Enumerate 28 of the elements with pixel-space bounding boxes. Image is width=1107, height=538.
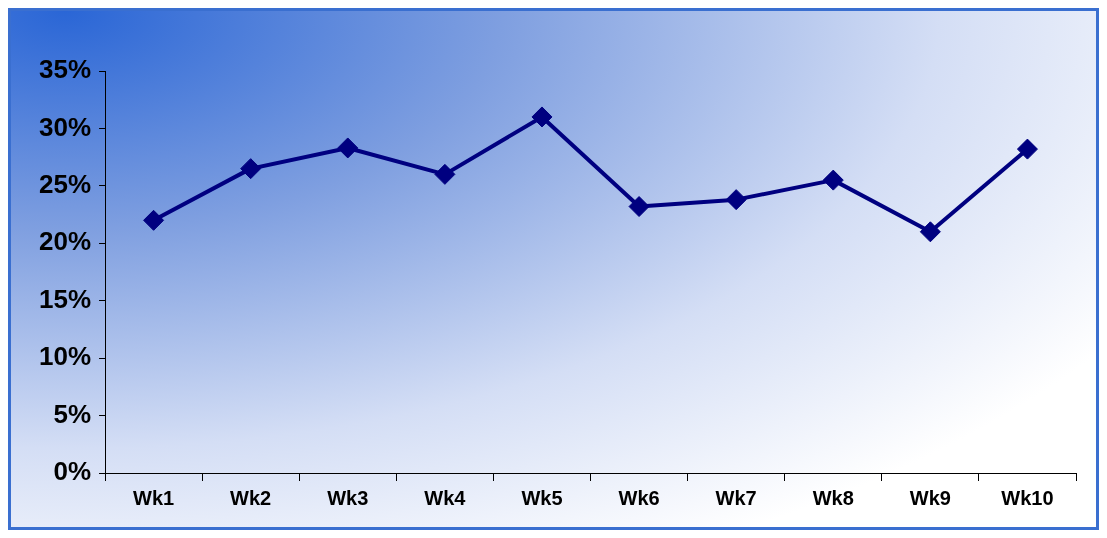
y-tick-label: 25%: [38, 169, 92, 200]
point: [628, 196, 650, 218]
x-tick-label: Wk5: [521, 486, 563, 509]
x-tick-label: Wk10: [1001, 486, 1054, 509]
x-tick-label: Wk7: [715, 486, 757, 509]
x-tick-label: Wk9: [909, 486, 951, 509]
x-tick-label: Wk2: [230, 486, 272, 509]
y-tick-label: 10%: [38, 341, 92, 372]
x-tick-label: Wk6: [618, 486, 660, 509]
point: [531, 106, 553, 128]
point: [919, 221, 941, 243]
x-tick-label: Wk3: [327, 486, 369, 509]
point: [434, 163, 456, 185]
y-tick-label: 35%: [38, 54, 92, 85]
point: [337, 137, 359, 159]
y-tick-label: 0%: [53, 456, 92, 487]
point: [822, 169, 844, 191]
x-tick-label: Wk1: [133, 486, 175, 509]
point: [143, 209, 165, 231]
y-tick-label: 5%: [53, 398, 92, 429]
point: [1016, 138, 1038, 160]
point: [725, 189, 747, 211]
x-tick-label: Wk4: [424, 486, 467, 509]
x-tick-label: Wk8: [812, 486, 854, 509]
y-tick-label: 20%: [38, 226, 92, 257]
point: [240, 158, 262, 180]
y-tick-label: 15%: [38, 283, 92, 314]
y-tick-label: 30%: [38, 111, 92, 142]
